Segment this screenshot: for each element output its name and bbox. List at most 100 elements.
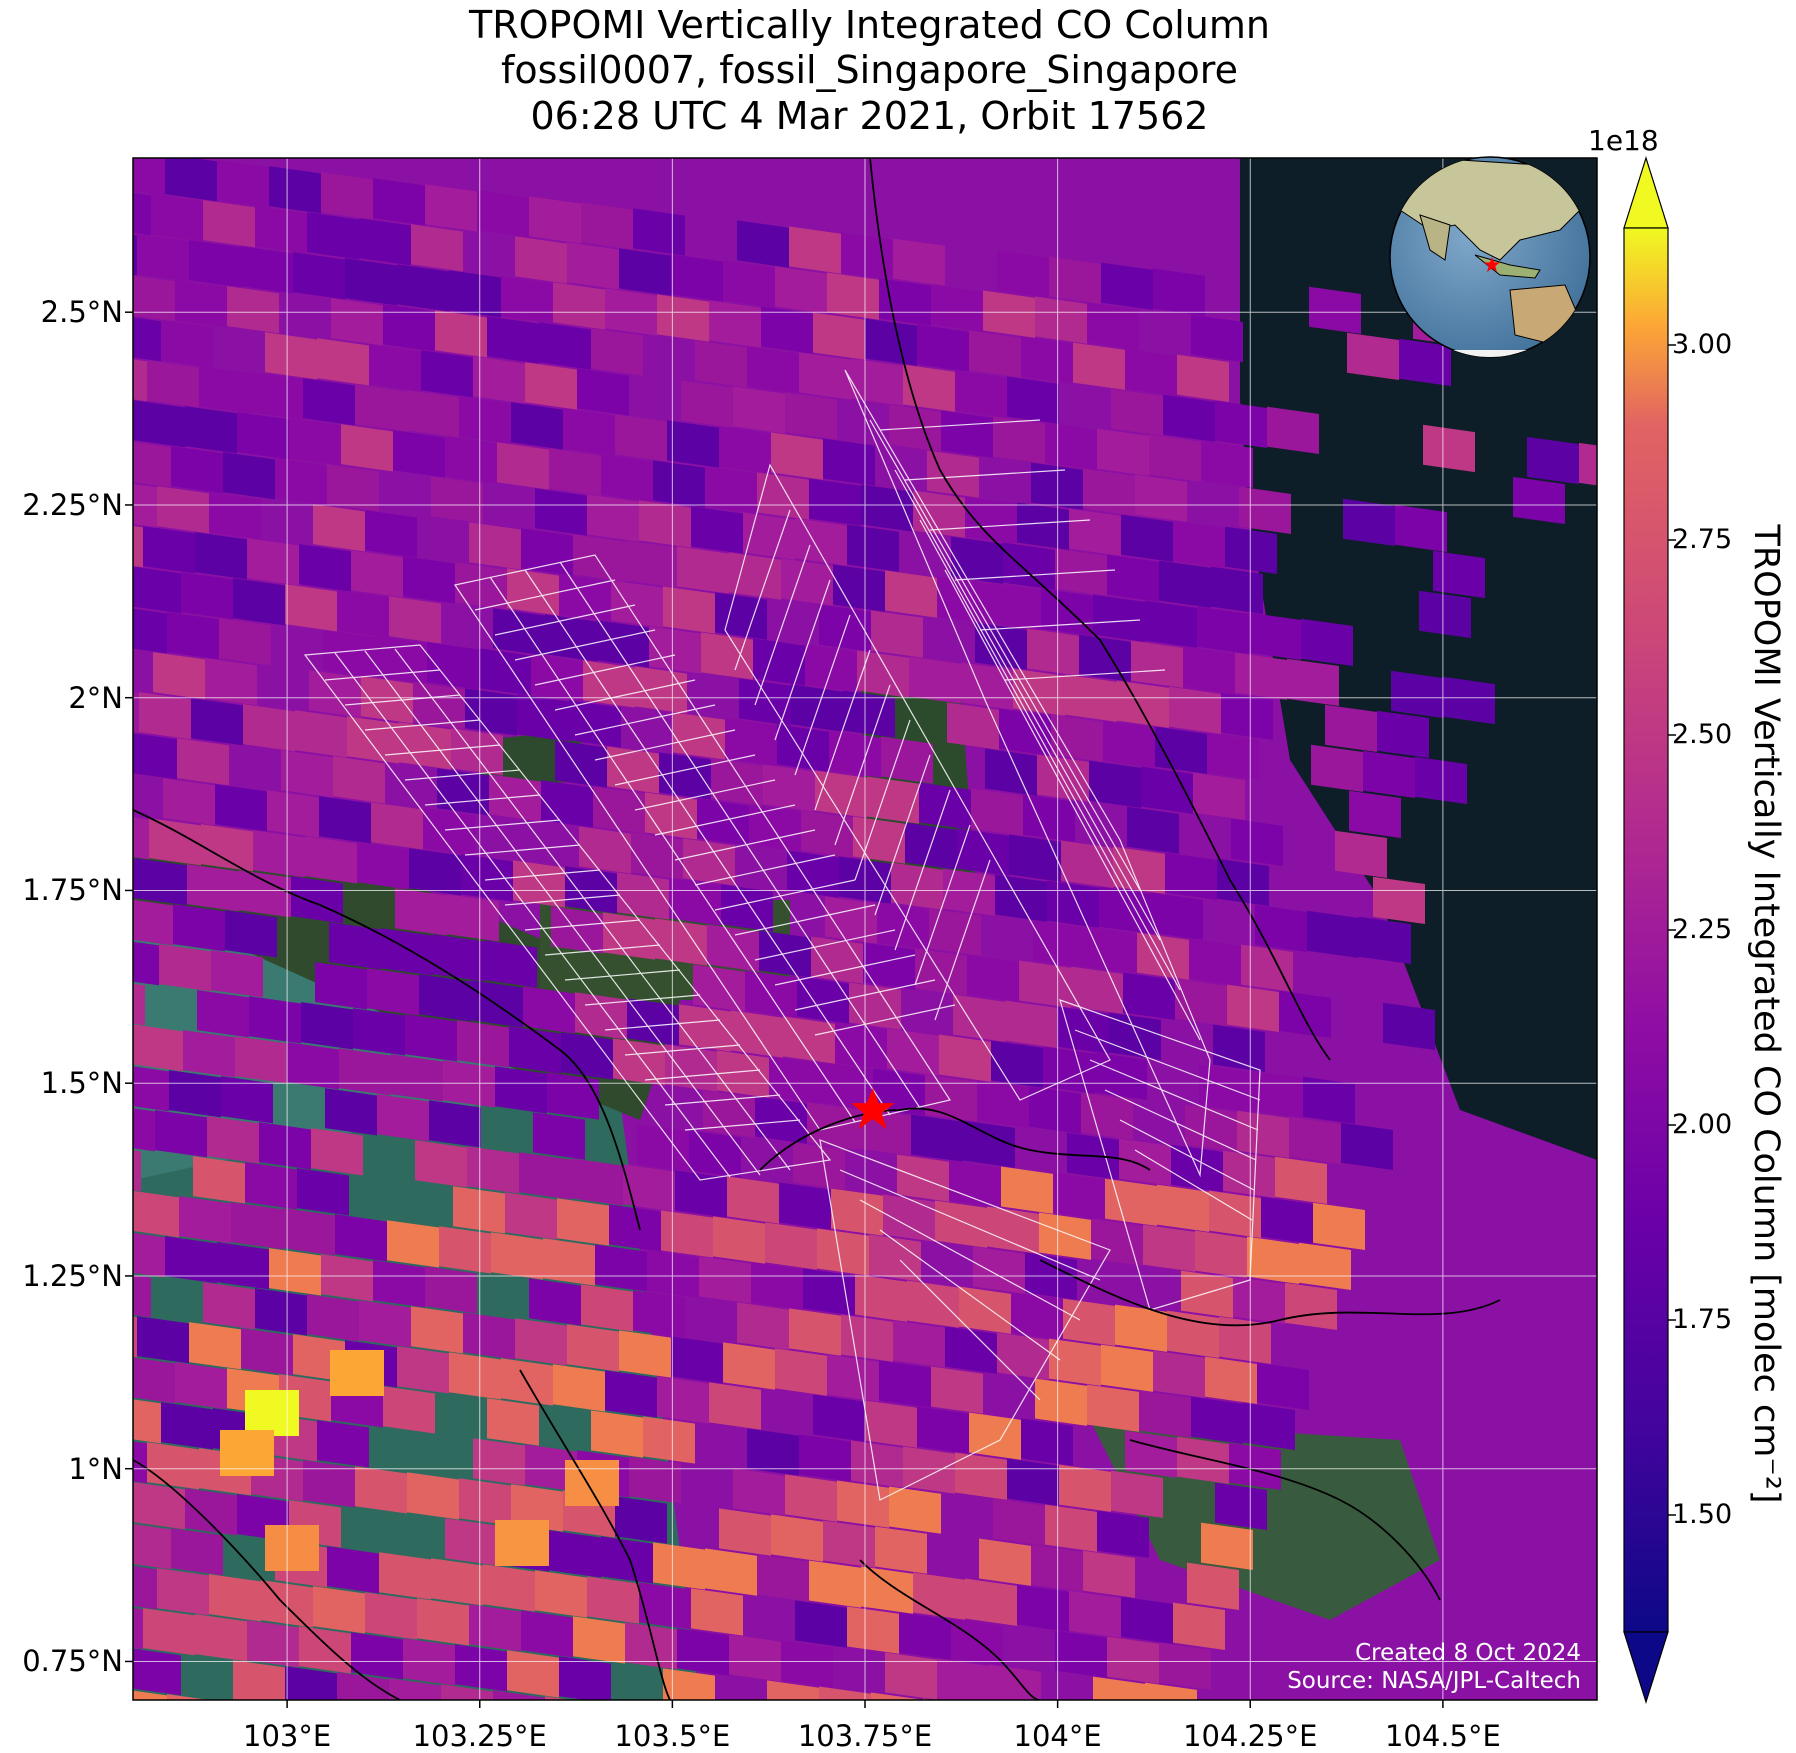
co-pixel [997,1332,1049,1380]
co-pixel [637,1124,689,1172]
co-pixel [1287,658,1339,707]
co-pixel [243,704,295,752]
co-pixel [571,1158,623,1206]
co-pixel [1117,680,1169,728]
co-pixel [825,896,877,944]
co-pixel [455,562,507,610]
co-pixel [1139,1390,1191,1438]
co-pixel [245,1162,297,1210]
co-pixel [661,1210,713,1258]
co-pixel [133,1482,185,1530]
co-pixel [1041,588,1093,636]
co-pixel [1009,834,1061,882]
co-pixel [169,1070,221,1118]
co-pixel [163,778,215,826]
co-pixel [1111,388,1163,436]
co-pixel [1131,640,1183,688]
co-pixel [969,330,1021,378]
co-pixel [729,552,781,600]
source-credit: Source: NASA/JPL-Caltech [1287,1668,1581,1694]
lat-tick-label: 2.25°N [22,487,123,522]
co-pixel [0,920,3,967]
co-pixel [963,1120,1015,1168]
co-pixel [353,1008,405,1056]
co-pixel [1031,462,1083,510]
co-pixel [1107,1636,1159,1684]
co-pixel [1105,1178,1157,1226]
co-pixel [801,810,853,858]
co-pixel [161,1402,213,1450]
co-pixel [1123,972,1175,1020]
co-pixel [525,362,577,410]
colorbar-extend-min [1623,1631,1669,1705]
co-pixel [133,732,177,780]
co-pixel [409,848,461,896]
co-pixel [1149,434,1201,482]
co-pixel [1121,1596,1173,1644]
co-pixel [633,208,685,256]
co-pixel [255,1288,307,1336]
co-pixel [965,1578,1017,1626]
colorbar-tick-label: 1.75 [1672,1304,1733,1335]
co-pixel [147,1442,199,1490]
co-pixel [619,1330,671,1378]
co-pixel [853,816,905,864]
co-pixel [331,298,383,346]
co-pixel [25,554,77,601]
co-pixel [1229,1442,1281,1490]
co-pixel [389,596,441,644]
co-pixel [1063,1298,1115,1346]
co-pixel [275,458,327,506]
co-pixel [1237,1110,1289,1158]
co-pixel [747,1428,799,1476]
co-pixel [311,1128,363,1176]
co-pixel [1091,1218,1143,1266]
co-pixel [1145,600,1197,648]
co-pixel [709,300,761,348]
co-pixel [733,386,785,434]
co-pixel [411,224,463,272]
co-pixel [679,1004,731,1052]
co-pixel [439,1226,491,1274]
co-pixel [435,310,487,358]
co-pixel [1301,618,1353,667]
co-pixel [459,396,511,444]
co-pixel [313,1586,365,1634]
co-pixel [493,608,545,656]
co-pixel [463,1312,515,1360]
co-pixel [187,864,239,912]
co-pixel [133,1562,157,1610]
co-pixel [913,1572,965,1620]
co-pixel [255,206,307,254]
co-pixel [513,860,565,908]
co-pixel [1135,474,1187,522]
co-pixel [133,1396,161,1444]
co-pixel [695,340,747,388]
footprint-swath [303,644,832,1181]
co-pixel [991,1040,1043,1088]
chart-timestamp: 06:28 UTC 4 Mar 2021, Orbit 17562 [530,94,1209,138]
co-pixel [365,1592,417,1640]
co-pixel [817,1228,869,1276]
co-pixel [1383,1002,1435,1051]
co-pixel [1089,760,1141,808]
co-pixel [1309,286,1361,335]
co-pixel [989,1664,1041,1700]
co-pixel [133,1688,167,1700]
co-pixel [799,352,851,400]
co-pixel [413,682,465,730]
co-pixel [865,1400,917,1448]
chart-subtitle: fossil0007, fossil_Singapore_Singapore [501,48,1238,92]
co-pixel [925,1074,977,1122]
co-pixel [1373,876,1425,925]
co-pixel [239,870,291,918]
co-pixel [789,1308,841,1356]
co-pixel [425,184,477,232]
co-pixel [1103,720,1155,768]
co-pixel [1141,766,1193,814]
co-pixel [813,312,865,360]
colorbar-label: TROPOMI Vertically Integrated CO Column … [1746,524,1786,1504]
co-pixel [285,584,337,632]
co-pixel [515,236,567,284]
co-pixel [455,1644,507,1692]
